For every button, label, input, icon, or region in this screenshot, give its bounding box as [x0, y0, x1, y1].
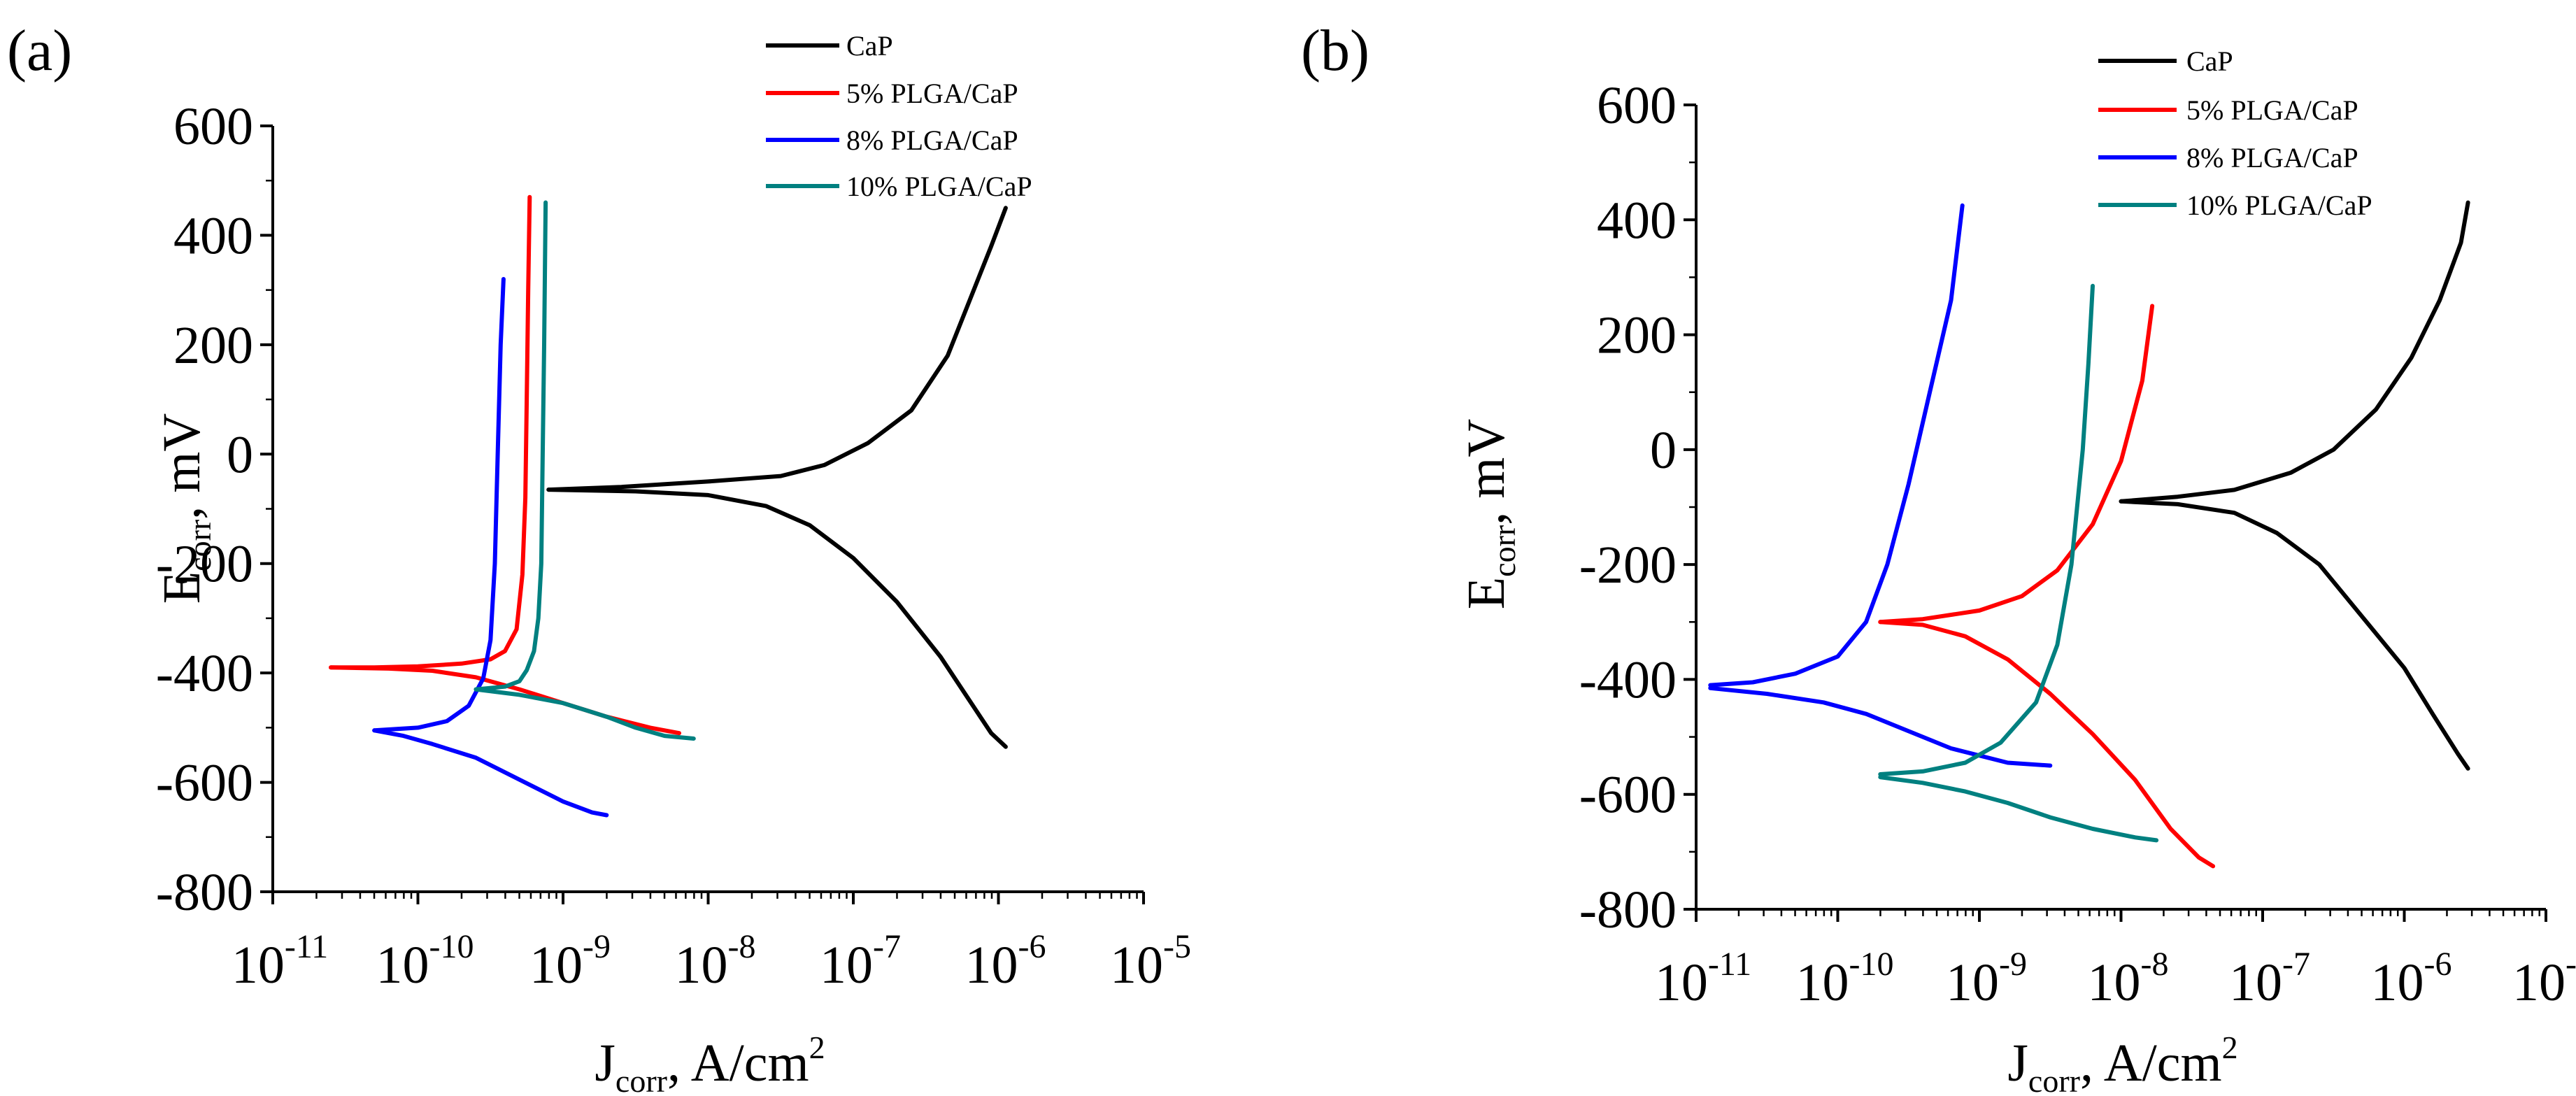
series-line-10pct-plga-cap-anodic [474, 200, 548, 692]
x-tick-label: 10-11 [1655, 946, 1751, 1012]
series-line-10pct-plga-cap-cathodic [1878, 775, 2159, 843]
legend-label-10pct: 10% PLGA/CaP [846, 171, 1032, 202]
series-line-5pct-plga-cap-cathodic [329, 665, 681, 736]
y-axis-title-a: Ecorr, mV [152, 413, 218, 604]
legend-item-10pct: 10% PLGA/CaP [2098, 190, 2372, 221]
series-line-cap-cathodic [2119, 499, 2470, 771]
y-tick-label: 400 [173, 206, 253, 265]
x-tick-label: 10-10 [1796, 946, 1894, 1012]
legend-item-cap: CaP [2098, 45, 2233, 77]
y-tick-label: 600 [1597, 76, 1677, 135]
legend-item-8pct: 8% PLGA/CaP [766, 124, 1018, 156]
panel-label-a: (a) [7, 18, 72, 83]
x-tick-label: 10-9 [529, 928, 611, 995]
series-line-10pct-plga-cap-anodic [1878, 283, 2095, 776]
series-lines-a [329, 194, 1008, 818]
legend-item-8pct: 8% PLGA/CaP [2098, 142, 2358, 173]
legend-label-8pct: 8% PLGA/CaP [846, 124, 1018, 156]
legend-label-cap: CaP [846, 30, 893, 62]
series-line-8pct-plga-cap-anodic [372, 277, 506, 733]
series-line-8pct-plga-cap-cathodic [1708, 685, 2053, 768]
x-tick-label: 10-7 [2229, 946, 2310, 1012]
series-line-8pct-plga-cap-anodic [1708, 203, 1965, 688]
y-tick-label: -800 [1579, 881, 1677, 939]
y-tick-label: 0 [227, 425, 253, 484]
y-tick-label: -800 [156, 863, 253, 922]
y-tick-label: -400 [156, 644, 253, 703]
x-tick-label: 10-8 [675, 928, 756, 995]
y-tick-label: 0 [1650, 421, 1677, 480]
x-tick-label: 10-6 [965, 928, 1046, 995]
y-tick-label: 200 [1597, 306, 1677, 365]
series-line-5pct-plga-cap-cathodic [1878, 620, 2216, 869]
y-axis-title-b: Ecorr, mV [1457, 419, 1522, 610]
y-tick-label: -200 [156, 535, 253, 594]
legend-b: CaP 5% PLGA/CaP 8% PLGA/CaP 10% PLGA/CaP [2098, 45, 2372, 221]
legend-label-10pct: 10% PLGA/CaP [2186, 190, 2372, 221]
legend-label-5pct: 5% PLGA/CaP [846, 78, 1018, 109]
x-tick-label: 10-9 [1946, 946, 2027, 1012]
x-tick-label: 10-8 [2088, 946, 2169, 1012]
y-tick-label: 400 [1597, 191, 1677, 250]
x-tick-label: 10-11 [232, 928, 328, 995]
legend-item-10pct: 10% PLGA/CaP [766, 171, 1032, 202]
series-line-cap-anodic [2119, 200, 2470, 504]
y-tick-label: -600 [156, 754, 253, 813]
x-axis-title-a: Jcorr, A/cm2 [595, 1030, 825, 1096]
legend-label-cap: CaP [2186, 45, 2233, 77]
x-axis-b: 10-11 10-10 10-9 10-8 10-7 10-6 10-5 [1655, 908, 2576, 1012]
series-line-cap-anodic [546, 206, 1008, 492]
x-tick-label: 10-10 [376, 928, 474, 995]
y-tick-label: -200 [1579, 536, 1677, 595]
legend-item-5pct: 5% PLGA/CaP [2098, 94, 2358, 126]
x-axis-title-b: Jcorr, A/cm2 [2007, 1030, 2237, 1096]
series-lines-b [1708, 200, 2470, 869]
y-tick-label: 600 [173, 97, 253, 156]
series-line-5pct-plga-cap-anodic [1878, 304, 2155, 625]
y-tick-label: -400 [1579, 650, 1677, 709]
legend-label-5pct: 5% PLGA/CaP [2186, 94, 2358, 126]
y-tick-label: 200 [173, 316, 253, 375]
y-axis-b: 600 400 200 0 -200 -400 -600 -800 [1579, 76, 1698, 939]
legend-a: CaP 5% PLGA/CaP 8% PLGA/CaP 10% PLGA/CaP [766, 30, 1032, 202]
legend-label-8pct: 8% PLGA/CaP [2186, 142, 2358, 173]
x-tick-label: 10-5 [2512, 946, 2576, 1012]
x-axis-a: 10-11 10-10 10-9 10-8 10-7 10-6 10-5 [232, 890, 1191, 995]
y-axis-a: 600 400 200 0 -200 -400 -600 -800 [156, 97, 274, 922]
series-line-5pct-plga-cap-anodic [329, 194, 532, 670]
x-tick-label: 10-6 [2371, 946, 2452, 1012]
series-line-10pct-plga-cap-cathodic [474, 687, 696, 741]
legend-item-cap: CaP [766, 30, 893, 62]
x-tick-label: 10-7 [820, 928, 901, 995]
legend-item-5pct: 5% PLGA/CaP [766, 78, 1018, 109]
series-line-cap-cathodic [546, 487, 1008, 749]
x-tick-label: 10-5 [1110, 928, 1191, 995]
series-line-8pct-plga-cap-cathodic [372, 728, 609, 818]
y-tick-label: -600 [1579, 766, 1677, 825]
panel-label-b: (b) [1301, 18, 1369, 83]
